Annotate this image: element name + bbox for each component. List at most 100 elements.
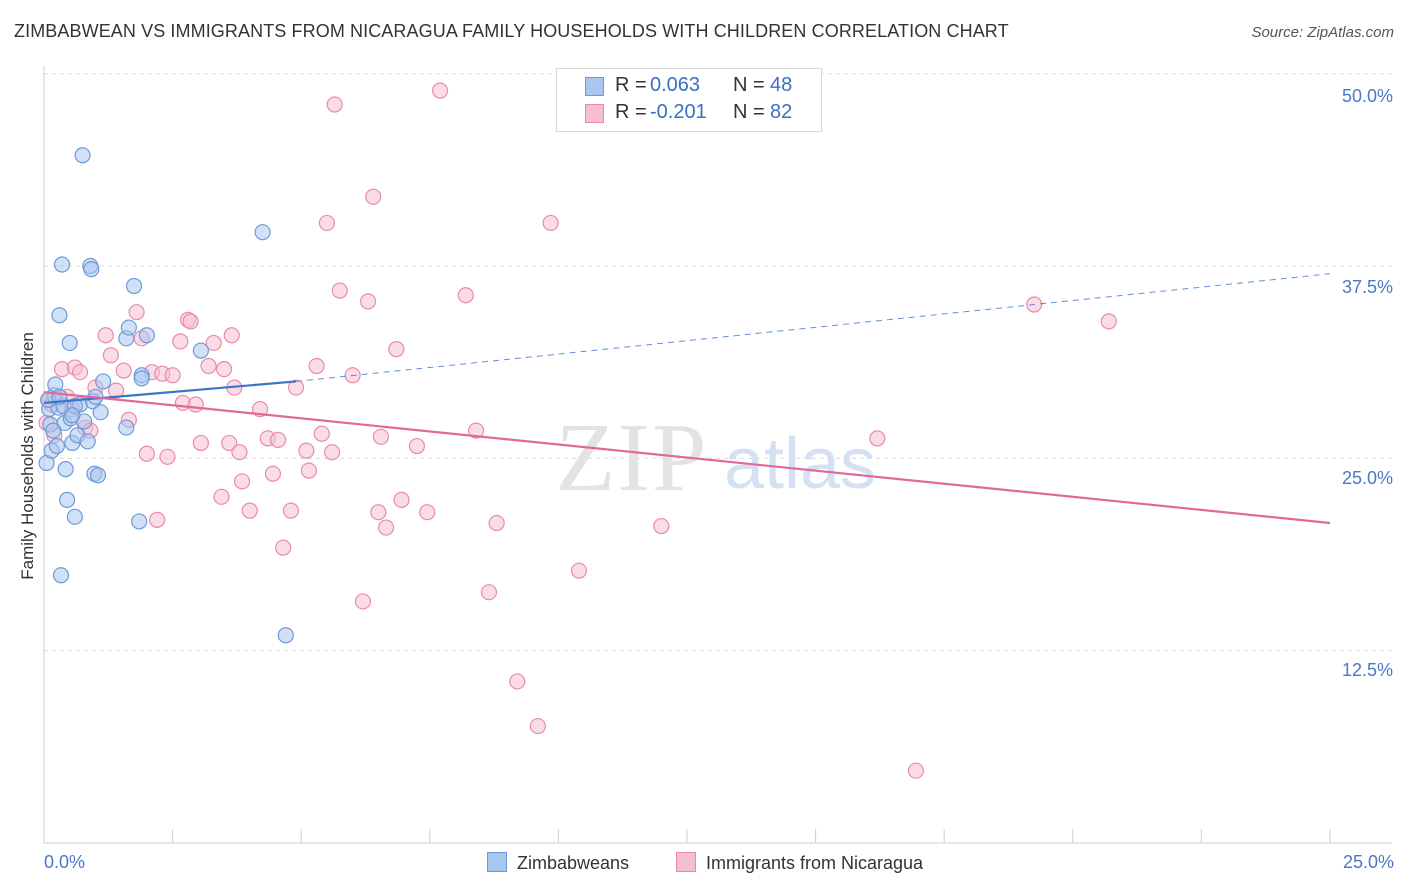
zimbabweans-point	[133, 370, 150, 387]
zimbabweans-point	[92, 404, 109, 421]
nicaragua-point	[172, 333, 189, 350]
legend-item-zimbabweans[interactable]: Zimbabweans	[487, 852, 629, 874]
nicaragua-point	[159, 448, 176, 465]
axes	[43, 66, 1392, 844]
zimbabweans-point	[95, 373, 112, 390]
zimbabweans-trend-line	[43, 380, 297, 405]
zimbabweans-point	[138, 327, 155, 344]
nicaragua-point	[287, 379, 305, 396]
zimbabweans-point	[48, 437, 65, 455]
nicaragua-point	[408, 437, 426, 455]
nicaragua-point	[529, 717, 546, 735]
nicaragua-point	[115, 362, 132, 379]
nicaragua-point	[102, 347, 119, 364]
nicaragua-point	[231, 444, 248, 461]
zimbabweans-point	[131, 513, 148, 530]
nicaragua-point	[282, 502, 300, 519]
nicaragua-point	[359, 293, 377, 310]
nicaragua-point	[200, 357, 217, 375]
n-value: 82	[770, 101, 793, 123]
nicaragua-point	[71, 364, 89, 381]
nicaragua-point	[570, 562, 588, 579]
x-tick-label-max: 25.0%	[1342, 852, 1394, 872]
nicaragua-point	[370, 504, 387, 521]
zimbabweans-point	[53, 256, 71, 273]
legend-swatch-blue	[487, 852, 507, 872]
r-label: R =	[615, 101, 647, 123]
nicaragua-point	[393, 491, 410, 508]
nicaragua-point	[313, 425, 330, 442]
nicaragua-point	[269, 431, 287, 448]
r-value: 0.063	[650, 74, 701, 96]
nicaragua-point	[323, 444, 341, 461]
grid-lines	[44, 73, 1392, 652]
nicaragua-point	[377, 519, 395, 536]
nicaragua-point	[467, 422, 485, 439]
zimbabweans-point	[59, 491, 76, 508]
legend-label-zimbabweans: Zimbabweans	[517, 853, 630, 873]
nicaragua-point	[331, 282, 348, 299]
nicaragua-point	[300, 462, 318, 479]
zimbabweans-point	[120, 319, 137, 336]
legend-swatch-pink	[676, 852, 696, 872]
nicaragua-point	[318, 214, 336, 232]
swatch-blue	[585, 77, 604, 96]
zimbabweans-point	[74, 147, 91, 164]
nicaragua-point	[457, 287, 474, 304]
zimbabweans-point	[51, 307, 68, 324]
nicaragua-point	[221, 434, 238, 452]
trend-lines	[43, 273, 1331, 525]
zimbabweans-point	[57, 461, 74, 478]
nicaragua-point	[419, 504, 436, 521]
r-value: -0.201	[650, 101, 707, 123]
nicaragua-trend-line	[43, 391, 1331, 525]
nicaragua-point	[488, 514, 505, 532]
nicaragua-point	[372, 428, 390, 445]
nicaragua-point	[298, 442, 315, 459]
nicaragua-point	[215, 361, 233, 378]
nicaragua-point	[388, 341, 405, 358]
n-value: 48	[770, 74, 793, 96]
zimbabweans-point	[52, 567, 70, 584]
nicaragua-point	[275, 539, 292, 556]
nicaragua-point	[213, 488, 230, 505]
y-tick-label-50: 50.0%	[1341, 86, 1393, 106]
zimbabweans-point	[192, 342, 209, 359]
nicaragua-point	[264, 465, 282, 482]
y-tick-label-12-5: 12.5%	[1341, 660, 1393, 680]
legend-item-nicaragua[interactable]: Immigrants from Nicaragua	[676, 852, 923, 874]
nicaragua-point	[97, 327, 114, 344]
nicaragua-point	[233, 473, 251, 490]
zimbabweans-point	[118, 419, 135, 436]
nicaragua-point	[509, 673, 526, 690]
nicaragua-point	[241, 502, 258, 519]
y-tick-label-37-5: 37.5%	[1341, 277, 1393, 297]
zimbabweans-point	[277, 627, 294, 644]
r-label: R =	[615, 74, 647, 96]
n-label: N =	[733, 101, 765, 123]
nicaragua-point	[107, 382, 125, 399]
source-label: Source: ZipAtlas.com	[1251, 24, 1394, 41]
zimbabweans-trend-extension	[296, 273, 1331, 382]
zimbabweans-point	[254, 224, 271, 241]
zimbabweans-point	[64, 407, 81, 424]
swatch-pink	[585, 104, 604, 123]
nicaragua-point	[205, 334, 222, 352]
nicaragua-point	[192, 434, 209, 452]
nicaragua-point	[354, 593, 372, 610]
nicaragua-point	[1100, 313, 1117, 330]
nicaragua-point	[431, 82, 449, 99]
nicaragua-point	[480, 584, 498, 601]
zimbabweans-point	[83, 260, 100, 278]
nicaragua-point	[653, 517, 670, 535]
nicaragua-point	[308, 357, 325, 375]
chart-title: ZIMBABWEAN VS IMMIGRANTS FROM NICARAGUA …	[14, 21, 1009, 41]
nicaragua-point	[128, 304, 145, 321]
legend-label-nicaragua: Immigrants from Nicaragua	[706, 853, 924, 873]
nicaragua-point	[907, 762, 925, 779]
correlation-stats-box: R = 0.063 N = 48 R = -0.201 N = 82	[556, 68, 822, 132]
zimbabweans-point	[45, 422, 62, 439]
n-label: N =	[733, 74, 765, 96]
x-tick-label-min: 0.0%	[44, 852, 86, 872]
